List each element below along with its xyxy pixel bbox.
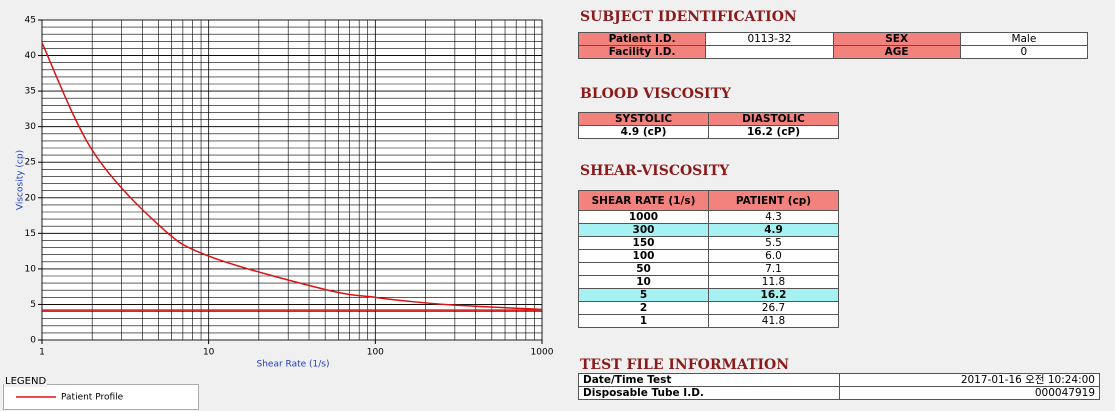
table-row: 4.9 (cP) 16.2 (cP) (578, 125, 839, 139)
table-cell: 1 (578, 314, 709, 328)
y-tick-label: 10 (25, 264, 37, 274)
table-cell: DIASTOLIC (708, 112, 839, 126)
table-cell: 2 (578, 301, 709, 315)
table-cell: 4.9 (cP) (578, 125, 709, 139)
table-row: 1000 4.3 (578, 210, 839, 224)
section-title: SHEAR-VISCOSITY (580, 163, 730, 179)
y-tick-label: 25 (25, 158, 36, 168)
table-cell: 6.0 (708, 249, 839, 263)
table-row: 300 4.9 (578, 223, 839, 237)
y-tick-label: 5 (30, 300, 36, 310)
table-row: Patient I.D. 0113-32 SEX Male (577, 32, 1089, 46)
table-cell: 16.2 (708, 288, 839, 302)
chart: Shear Rate (1/s) Viscosity (cp) 0 5 10 15 20… (0, 0, 560, 375)
table-cell: 100 (578, 249, 709, 263)
y-tick-label: 30 (25, 122, 37, 132)
table-cell: AGE (832, 45, 961, 59)
table-cell: Patient I.D. (577, 32, 707, 46)
table-cell: 1000 (578, 210, 709, 224)
table-cell: PATIENT (cp) (708, 190, 839, 211)
table-cell: 4.9 (708, 223, 839, 237)
y-tick-label: 0 (30, 336, 36, 346)
section-title: SUBJECT IDENTIFICATION (580, 9, 797, 25)
table-cell: 16.2 (cP) (708, 125, 839, 139)
table-cell: 50 (578, 262, 709, 276)
table-cell: SHEAR RATE (1/s) (578, 190, 709, 211)
x-tick-label: 10 (203, 348, 215, 358)
table-row: 150 5.5 (578, 236, 839, 250)
y-axis-label: Viscosity (cp) (16, 150, 26, 210)
table-cell: 41.8 (708, 314, 839, 328)
plot-area (41, 19, 543, 341)
table-cell: SEX (832, 32, 961, 46)
table-cell: 5 (578, 288, 709, 302)
table-row: 100 6.0 (578, 249, 839, 263)
table-cell: 2017-01-16 오전 10:24:00 (838, 373, 1100, 387)
table-cell: Date/Time Test (578, 373, 840, 387)
y-tick-label: 20 (25, 193, 37, 203)
table-header-row: SYSTOLIC DIASTOLIC (578, 112, 839, 126)
y-tick-label: 35 (25, 87, 36, 97)
table-cell: SYSTOLIC (578, 112, 709, 126)
legend-label: Patient Profile (61, 393, 124, 403)
blood-viscosity-table: SYSTOLIC DIASTOLIC 4.9 (cP) 16.2 (cP) (578, 112, 839, 139)
table-cell: 0113-32 (705, 32, 834, 46)
table-row: 1 41.8 (578, 314, 839, 328)
section-title: TEST FILE INFORMATION (580, 357, 790, 373)
table-cell: 11.8 (708, 275, 839, 289)
table-cell: 000047919 (838, 386, 1100, 400)
legend-title: LEGEND (4, 376, 48, 387)
table-cell: 150 (578, 236, 709, 250)
table-cell: 5.5 (708, 236, 839, 250)
table-cell: 4.3 (708, 210, 839, 224)
data-line (41, 42, 543, 311)
table-row: Date/Time Test 2017-01-16 오전 10:24:00 (578, 373, 1100, 387)
table-cell: Facility I.D. (577, 45, 707, 59)
x-tick-label: 1000 (531, 348, 554, 358)
table-cell: 0 (959, 45, 1089, 59)
shear-viscosity-table: SHEAR RATE (1/s) PATIENT (cp) 1000 4.3 300 4.… (578, 190, 839, 328)
section-title: BLOOD VISCOSITY (580, 86, 732, 102)
y-tick-label: 45 (25, 16, 36, 26)
subject-table: Patient I.D. 0113-32 SEX Male Facility I.D. A… (577, 32, 1089, 59)
table-cell: 300 (578, 223, 709, 237)
y-tick-label: 40 (25, 51, 37, 61)
legend: Patient Profile (3, 384, 199, 410)
table-cell: 7.1 (708, 262, 839, 276)
table-header-row: SHEAR RATE (1/s) PATIENT (cp) (578, 190, 839, 211)
x-tick-label: 1 (39, 348, 45, 358)
table-row: 5 16.2 (578, 288, 839, 302)
table-cell: Disposable Tube I.D. (578, 386, 840, 400)
table-row: Disposable Tube I.D. 000047919 (578, 386, 1100, 400)
table-row: 2 26.7 (578, 301, 839, 315)
x-tick-label: 100 (367, 348, 384, 358)
table-cell: 26.7 (708, 301, 839, 315)
table-cell (705, 45, 834, 59)
test-file-table: Date/Time Test 2017-01-16 오전 10:24:00 Disp… (578, 373, 1100, 400)
legend-swatch-area: Patient Profile (16, 393, 124, 403)
table-row: 10 11.8 (578, 275, 839, 289)
table-row: Facility I.D. AGE 0 (577, 45, 1089, 59)
table-cell: Male (959, 32, 1089, 46)
table-cell: 10 (578, 275, 709, 289)
table-row: 50 7.1 (578, 262, 839, 276)
y-tick-label: 15 (25, 229, 36, 239)
x-axis-label: Shear Rate (1/s) (257, 360, 330, 370)
